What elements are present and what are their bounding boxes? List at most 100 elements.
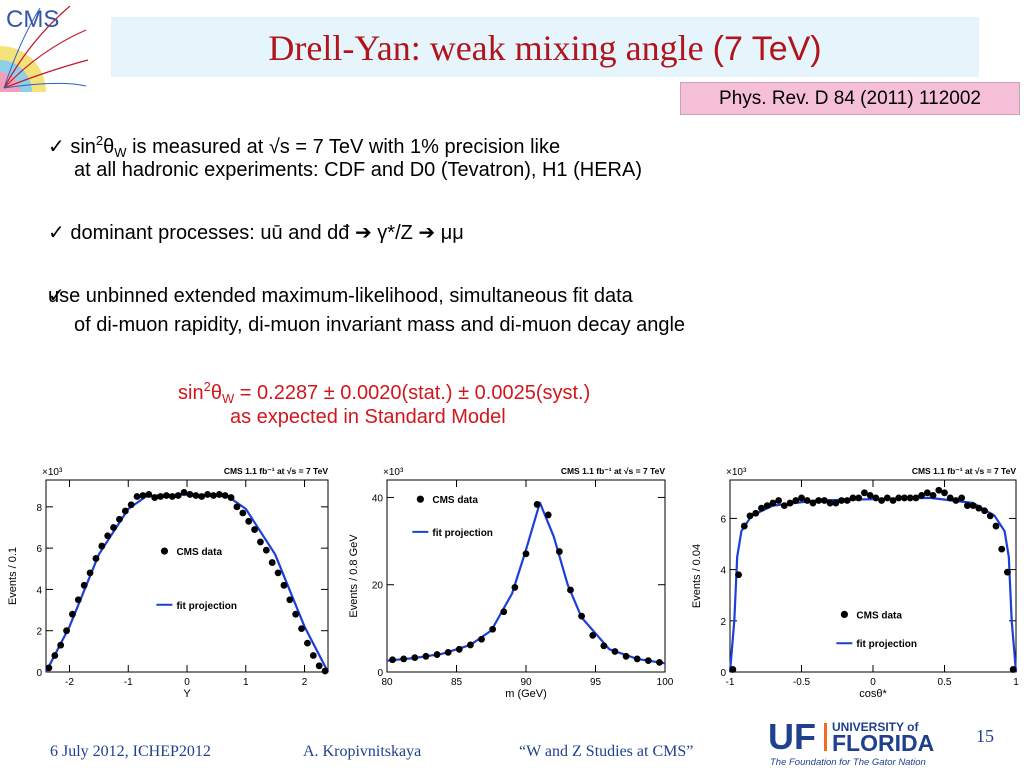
footer-talk: “W and Z Studies at CMS” <box>519 743 694 760</box>
data-point <box>832 499 840 507</box>
arrow-icon: ➔ <box>354 222 372 244</box>
y-axis-label: Events / 0.8 GeV <box>348 534 360 618</box>
data-point <box>210 492 217 499</box>
data-point <box>478 635 485 643</box>
data-point <box>92 555 100 562</box>
data-point <box>400 655 408 663</box>
data-point <box>57 641 65 649</box>
y-axis-label: Events / 0.04 <box>691 544 703 608</box>
y-tick-label: 8 <box>36 503 42 514</box>
data-point <box>769 499 777 507</box>
data-point <box>958 494 966 502</box>
data-point <box>239 509 247 517</box>
x-tick-label: 85 <box>451 677 463 688</box>
y-tick-label: 0 <box>377 668 383 679</box>
data-point <box>257 538 264 546</box>
x-tick-label: 80 <box>381 677 393 688</box>
data-point <box>80 581 88 589</box>
bullet-3: use unbinned extended maximum-likelihood… <box>48 285 633 307</box>
y-multiplier: ×10³ <box>383 467 404 478</box>
plot-header: CMS 1.1 fb⁻¹ at √s = 7 TeV <box>224 466 329 476</box>
data-point <box>555 548 563 555</box>
data-point <box>946 494 954 502</box>
bullet-3-check: ✓ <box>48 285 65 307</box>
data-point <box>522 550 530 558</box>
data-point <box>204 491 211 498</box>
data-point <box>1004 568 1011 576</box>
plot-header: CMS 1.1 fb⁻¹ at √s = 7 TeV <box>561 466 666 476</box>
data-point <box>935 486 943 494</box>
data-point <box>274 569 282 577</box>
data-point <box>998 545 1006 553</box>
data-point <box>872 494 880 502</box>
data-point <box>752 509 760 517</box>
data-point <box>809 499 817 507</box>
uf-logo-florida: FLORIDA <box>832 730 934 756</box>
data-point <box>198 493 206 500</box>
legend-marker-data <box>416 495 424 503</box>
data-point <box>855 494 863 502</box>
data-point <box>820 497 828 504</box>
data-point <box>578 612 585 620</box>
data-point <box>121 507 129 515</box>
data-point <box>174 492 182 499</box>
data-point <box>952 497 960 504</box>
uf-logo: UF UNIVERSITY of FLORIDA The Foundation … <box>768 716 934 767</box>
result-value: sin2θW = 0.2287 ± 0.0020(stat.) ± 0.0025… <box>178 379 591 406</box>
footer-author: A. Kropivnitskaya <box>303 743 422 760</box>
x-tick-label: 100 <box>657 677 674 688</box>
data-point <box>622 652 630 660</box>
data-point <box>151 494 159 501</box>
x-tick-label: 1 <box>243 677 249 688</box>
legend-label-data: CMS data <box>176 547 222 558</box>
data-point <box>815 497 823 504</box>
data-point <box>786 499 794 507</box>
data-point <box>656 659 663 666</box>
data-point <box>444 648 452 656</box>
data-point <box>192 492 200 499</box>
data-point <box>763 502 771 509</box>
data-point <box>145 491 153 498</box>
data-point <box>45 664 53 672</box>
data-point <box>268 559 276 566</box>
data-point <box>941 489 948 497</box>
y-axis-label: Events / 0.1 <box>7 547 19 605</box>
data-point <box>843 497 851 504</box>
data-point <box>849 494 857 502</box>
data-point <box>533 501 541 508</box>
y-tick-label: 4 <box>36 585 42 596</box>
bullet-2: ✓ dominant processes: uū and dđ ➔ γ*/Z ➔… <box>48 222 464 244</box>
y-tick-label: 0 <box>720 668 726 679</box>
x-tick-label: 0 <box>184 677 190 688</box>
uf-logo-tagline: The Foundation for The Gator Nation <box>770 757 926 767</box>
bullet-1-line2: at all hadronic experiments: CDF and D0 … <box>74 159 642 181</box>
x-tick-label: -2 <box>65 677 74 688</box>
legend-marker-data <box>840 610 848 618</box>
data-point <box>116 515 123 523</box>
data-point <box>389 656 396 664</box>
plot-header: CMS 1.1 fb⁻¹ at √s = 7 TeV <box>912 466 1017 476</box>
title-bar <box>111 17 979 77</box>
y-tick-label: 0 <box>36 668 42 679</box>
data-point <box>139 492 147 499</box>
x-tick-label: 0 <box>870 677 876 688</box>
data-point <box>227 494 235 501</box>
x-tick-label: -0.5 <box>793 677 811 688</box>
data-point <box>918 491 926 499</box>
data-point <box>923 489 931 497</box>
rapidity-plot: -2 -1 0 1 2 0 2 4 6 8 ×10³ CMS 1.1 fb⁻¹ at √s = 7 T… <box>7 466 329 700</box>
data-point <box>758 504 765 512</box>
data-point <box>292 610 300 618</box>
data-point <box>51 652 59 659</box>
data-point <box>186 491 194 498</box>
data-point <box>304 639 311 647</box>
data-point <box>912 494 920 502</box>
data-point <box>69 610 76 618</box>
x-tick-label: 90 <box>520 677 532 688</box>
data-point <box>740 522 748 530</box>
x-tick-label: 1 <box>1013 677 1019 688</box>
data-point <box>168 493 176 500</box>
x-axis-label: cosθ* <box>859 688 887 700</box>
data-point <box>889 497 897 504</box>
data-point <box>74 596 82 604</box>
